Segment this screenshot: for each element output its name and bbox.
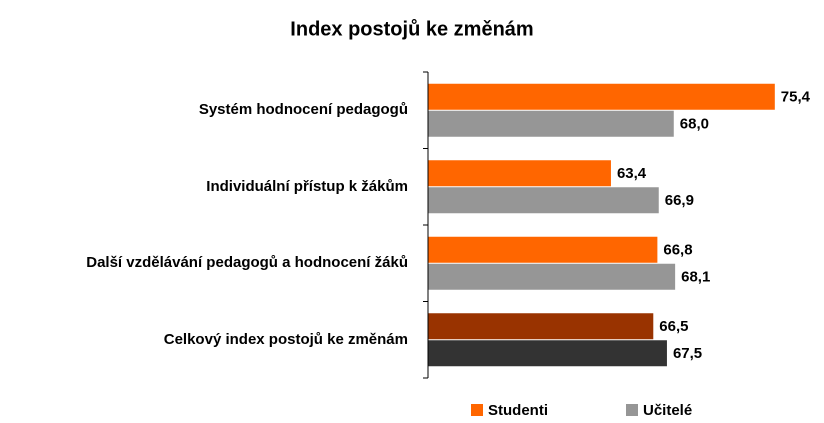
category-label: Další vzdělávání pedagogů a hodnocení žá…: [86, 254, 408, 272]
legend-swatch: [626, 404, 638, 416]
bar: [428, 110, 674, 137]
data-label: 75,4: [781, 89, 811, 106]
bar: [428, 313, 654, 340]
legend-swatch: [471, 404, 483, 416]
category-label-box: Individuální přístup k žákům: [8, 157, 408, 217]
data-label: 68,0: [680, 116, 709, 133]
data-label: 67,5: [673, 345, 702, 362]
bar: [428, 83, 775, 110]
bar: [428, 263, 676, 290]
legend-label: Studenti: [488, 402, 548, 419]
data-label: 66,9: [665, 192, 694, 209]
legend-label: Učitelé: [643, 402, 692, 419]
chart-title: Index postojů ke změnám: [290, 18, 533, 40]
data-label: 66,8: [663, 242, 692, 259]
bar: [428, 160, 611, 187]
category-label: Systém hodnocení pedagogů: [198, 101, 408, 119]
data-label: 68,1: [681, 269, 710, 286]
data-label: 63,4: [617, 165, 647, 182]
category-label-wrap: Celkový index postojů ke změnám: [8, 310, 408, 370]
category-label-box: Systém hodnocení pedagogů: [8, 80, 408, 140]
category-label-wrap: Další vzdělávání pedagogů a hodnocení žá…: [8, 233, 408, 293]
category-label: Celkový index postojů ke změnám: [163, 330, 408, 348]
category-label: Individuální přístup k žákům: [206, 177, 408, 195]
bar: [428, 187, 659, 214]
category-label-box: Celkový index postojů ke změnám: [8, 310, 408, 370]
category-label-box: Další vzdělávání pedagogů a hodnocení žá…: [8, 233, 408, 293]
category-label-wrap: Individuální přístup k žákům: [8, 157, 408, 217]
bar: [428, 340, 667, 367]
bar: [428, 236, 658, 263]
category-label-wrap: Systém hodnocení pedagogů: [8, 80, 408, 140]
data-label: 66,5: [659, 318, 688, 335]
